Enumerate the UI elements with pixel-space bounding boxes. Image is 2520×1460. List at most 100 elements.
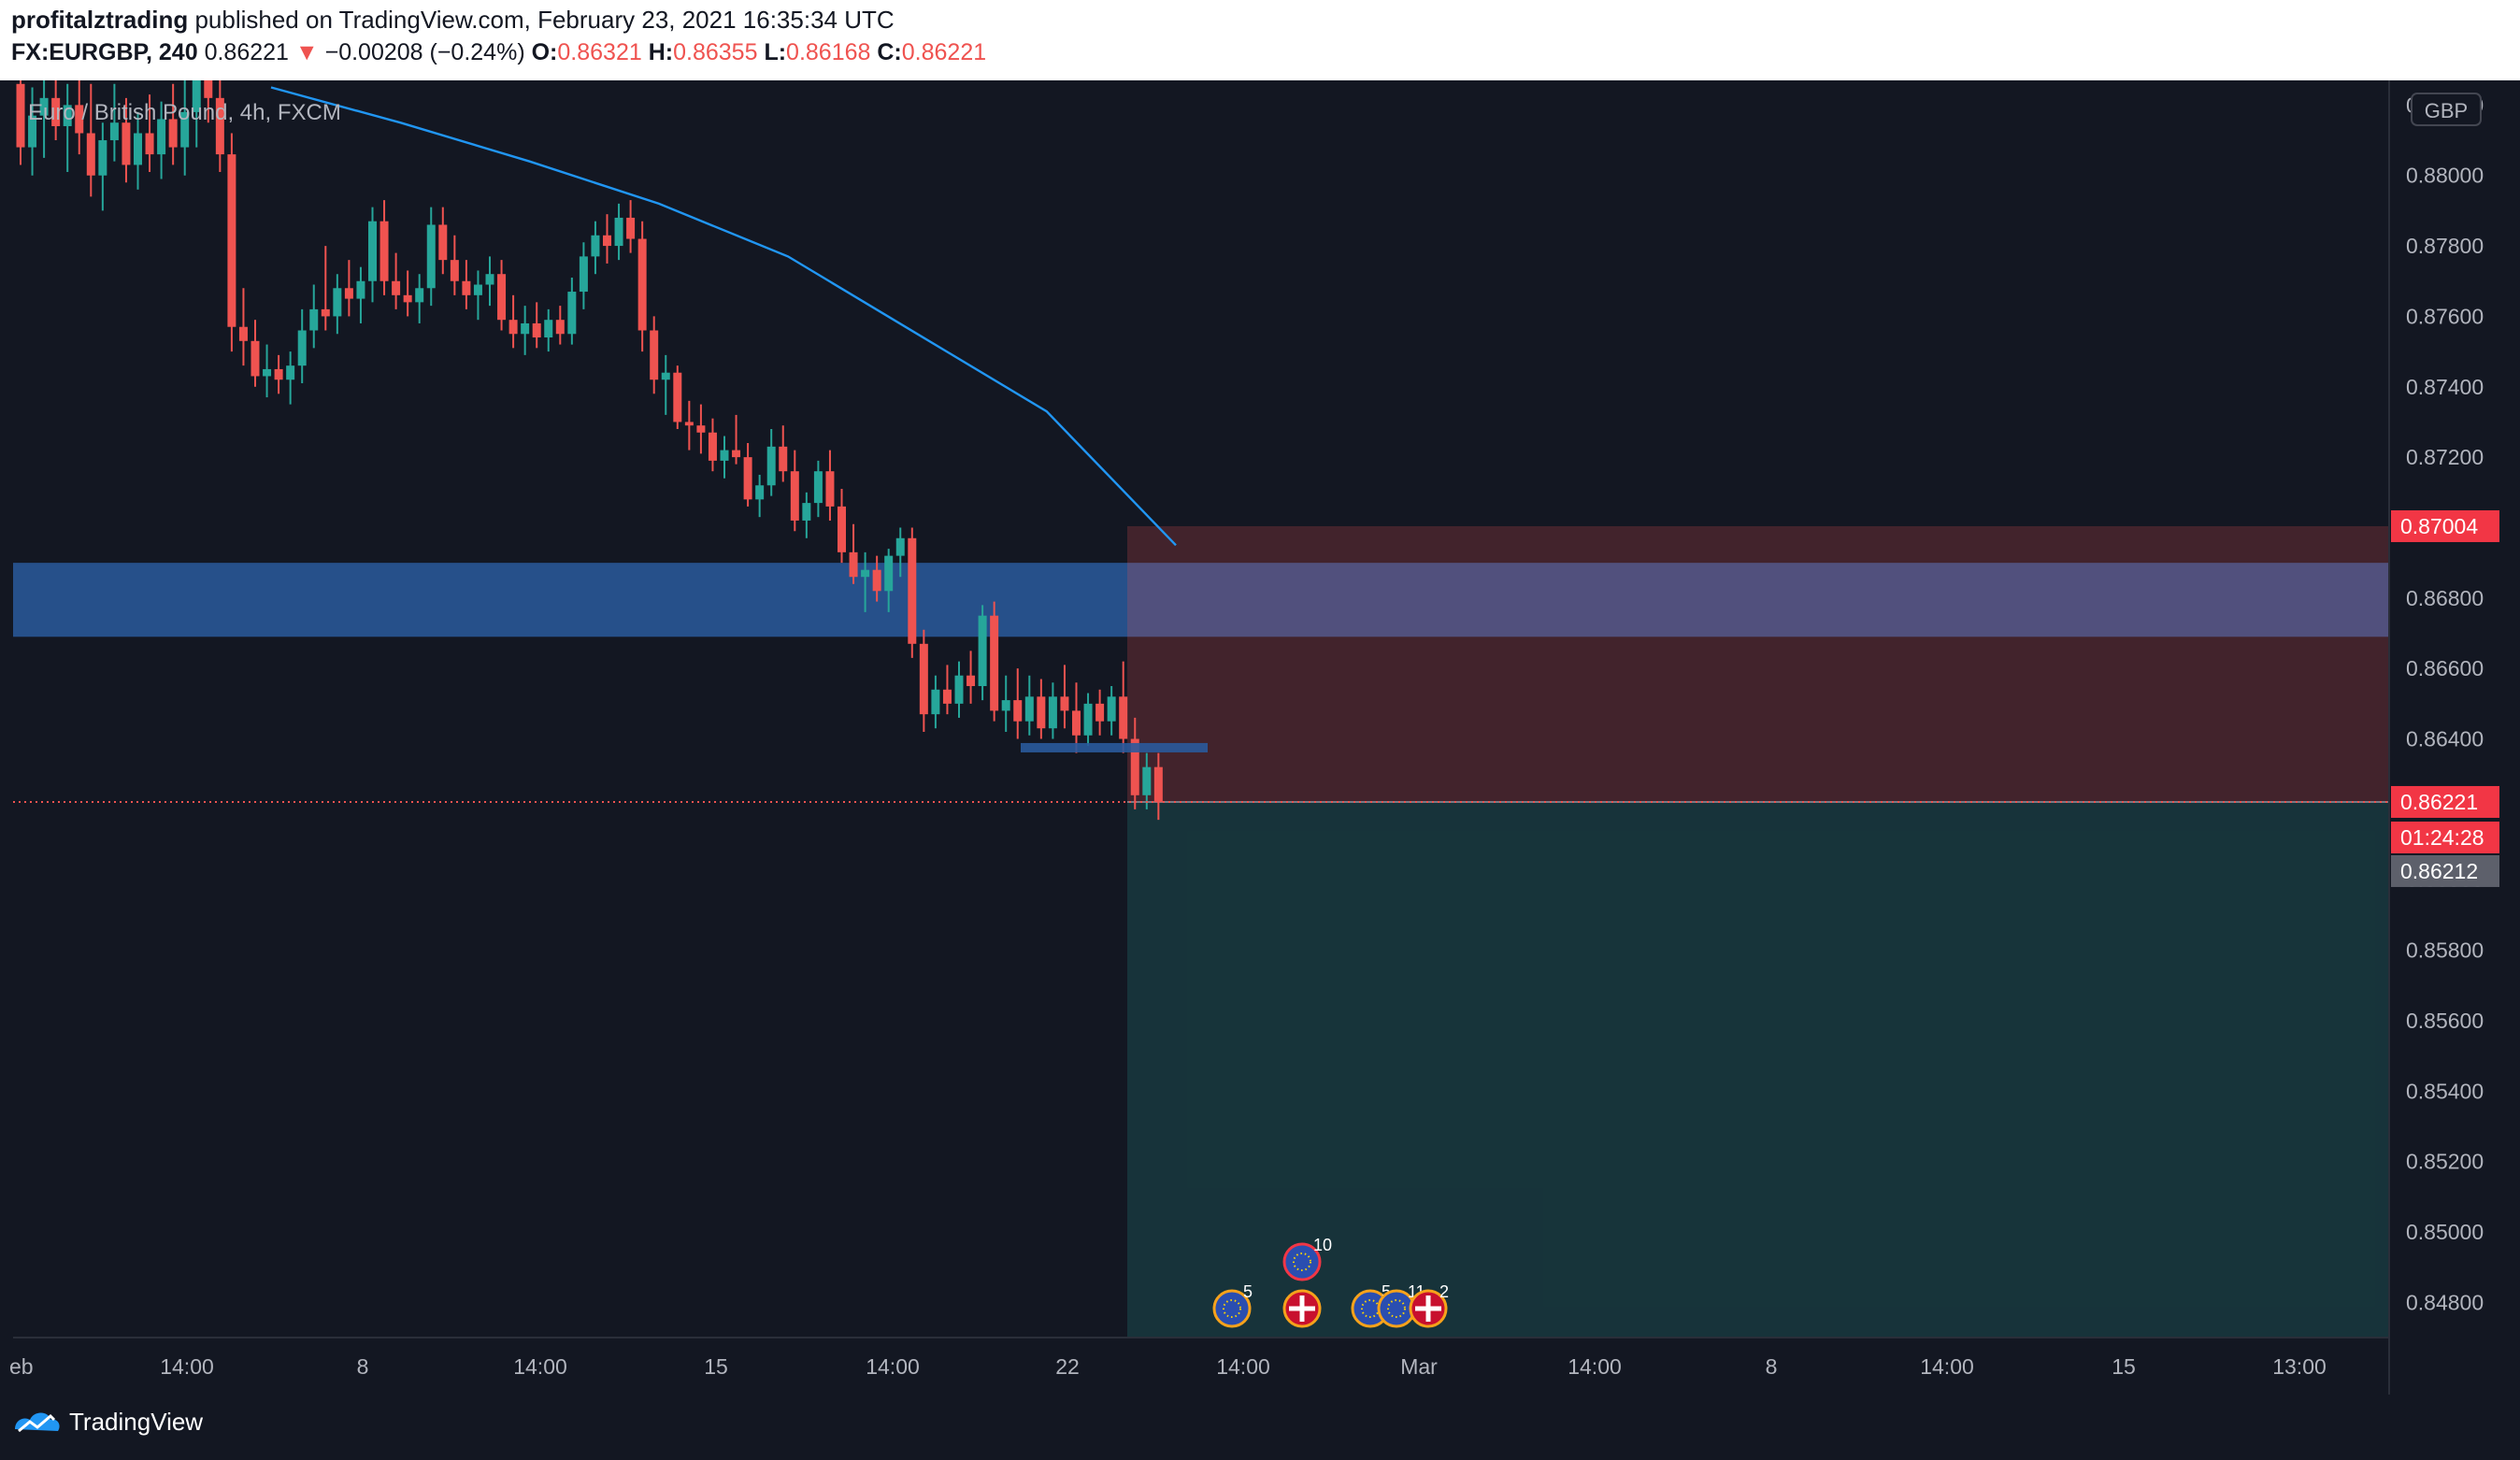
candle-body[interactable] — [51, 97, 61, 126]
candle-body[interactable] — [919, 643, 928, 715]
candle-body[interactable] — [661, 372, 670, 380]
candle-body[interactable] — [286, 365, 295, 380]
candle-body[interactable] — [16, 83, 25, 148]
candle-body[interactable] — [415, 288, 424, 303]
candle-body[interactable] — [473, 284, 482, 295]
candle-body[interactable] — [134, 133, 142, 165]
candle-body[interactable] — [990, 615, 999, 711]
candle-body[interactable] — [462, 280, 471, 295]
candle-body[interactable] — [673, 372, 682, 422]
candle-body[interactable] — [766, 446, 776, 486]
time-axis[interactable] — [0, 1338, 2389, 1395]
candle-body[interactable] — [122, 122, 131, 165]
candle-body[interactable] — [297, 330, 307, 366]
candle-body[interactable] — [931, 689, 940, 715]
candle-body[interactable] — [603, 235, 611, 247]
candle-body[interactable] — [838, 506, 846, 552]
candle-body[interactable] — [39, 97, 49, 116]
support-line[interactable] — [1021, 742, 1208, 752]
candle-body[interactable] — [895, 537, 905, 556]
candle-body[interactable] — [1001, 700, 1010, 711]
candle-body[interactable] — [555, 320, 565, 335]
candle-body[interactable] — [790, 471, 799, 521]
candle-body[interactable] — [591, 235, 600, 257]
support-zone[interactable] — [13, 563, 2389, 637]
take-profit-zone[interactable] — [1127, 801, 2389, 1338]
candle-body[interactable] — [1095, 703, 1105, 722]
candle-body[interactable] — [403, 294, 412, 303]
candle-body[interactable] — [426, 224, 436, 289]
candle-body[interactable] — [884, 555, 894, 592]
candle-body[interactable] — [696, 425, 706, 433]
candle-body[interactable] — [825, 471, 835, 507]
moving-average-line[interactable] — [270, 86, 1177, 547]
candle-body[interactable] — [755, 485, 765, 500]
candle-body[interactable] — [28, 115, 37, 148]
candle-body[interactable] — [861, 569, 870, 578]
candle-body[interactable] — [157, 119, 166, 155]
candle-body[interactable] — [145, 133, 154, 155]
candle-body[interactable] — [1060, 696, 1069, 711]
candle-body[interactable] — [192, 80, 201, 112]
candle-body[interactable] — [966, 675, 976, 687]
candle-body[interactable] — [333, 288, 342, 317]
candle-body[interactable] — [532, 322, 541, 338]
candle-body[interactable] — [485, 274, 494, 285]
candle-body[interactable] — [872, 569, 881, 592]
currency-badge[interactable] — [2411, 93, 2482, 126]
candle-body[interactable] — [344, 288, 353, 299]
candle-body[interactable] — [626, 217, 636, 239]
candle-body[interactable] — [1037, 696, 1046, 729]
candle-body[interactable] — [779, 446, 788, 472]
candle-body[interactable] — [180, 111, 190, 148]
candle-body[interactable] — [1130, 738, 1139, 795]
candle-body[interactable] — [251, 340, 260, 377]
candle-body[interactable] — [1048, 696, 1057, 729]
candle-body[interactable] — [732, 450, 741, 458]
candle-body[interactable] — [379, 221, 389, 281]
candle-body[interactable] — [497, 274, 507, 321]
candle-body[interactable] — [309, 308, 319, 331]
candle-body[interactable] — [813, 471, 823, 504]
candle-body[interactable] — [521, 322, 530, 335]
candle-body[interactable] — [392, 280, 401, 295]
candle-body[interactable] — [1013, 700, 1023, 722]
candle-body[interactable] — [743, 457, 752, 500]
candle-body[interactable] — [978, 615, 987, 687]
candle-body[interactable] — [1107, 696, 1116, 722]
candle-body[interactable] — [908, 537, 917, 644]
candle-body[interactable] — [75, 105, 84, 134]
candle-body[interactable] — [954, 675, 964, 704]
candle-body[interactable] — [109, 122, 119, 141]
candle-body[interactable] — [321, 308, 330, 317]
candle-body[interactable] — [238, 326, 248, 341]
candle-body[interactable] — [1119, 696, 1128, 739]
candle-body[interactable] — [450, 260, 459, 281]
candle-body[interactable] — [168, 119, 178, 148]
eu-flag-icon[interactable] — [1212, 1289, 1252, 1328]
stop-loss-zone[interactable] — [1127, 525, 2389, 802]
candle-body[interactable] — [684, 422, 694, 426]
candle-body[interactable] — [263, 368, 272, 377]
candle-body[interactable] — [650, 330, 659, 380]
candle-body[interactable] — [98, 140, 107, 176]
tradingview-brand[interactable]: TradingView — [13, 1408, 203, 1437]
candle-body[interactable] — [1083, 703, 1093, 736]
candle-body[interactable] — [274, 368, 283, 380]
eu-flag-icon[interactable] — [1282, 1242, 1322, 1281]
candle-body[interactable] — [1024, 696, 1034, 722]
candle-body[interactable] — [849, 551, 858, 578]
price-axis[interactable] — [2389, 80, 2520, 1395]
author-name[interactable]: profitalztrading — [11, 6, 189, 34]
candle-body[interactable] — [368, 221, 377, 281]
candle-body[interactable] — [215, 97, 224, 155]
candle-body[interactable] — [204, 80, 213, 98]
candle-body[interactable] — [720, 450, 729, 461]
candle-body[interactable] — [438, 224, 448, 261]
candle-body[interactable] — [544, 320, 553, 338]
candle-body[interactable] — [86, 133, 95, 176]
candle-body[interactable] — [579, 256, 588, 293]
candle-body[interactable] — [1153, 766, 1163, 803]
candle-body[interactable] — [1142, 766, 1152, 795]
